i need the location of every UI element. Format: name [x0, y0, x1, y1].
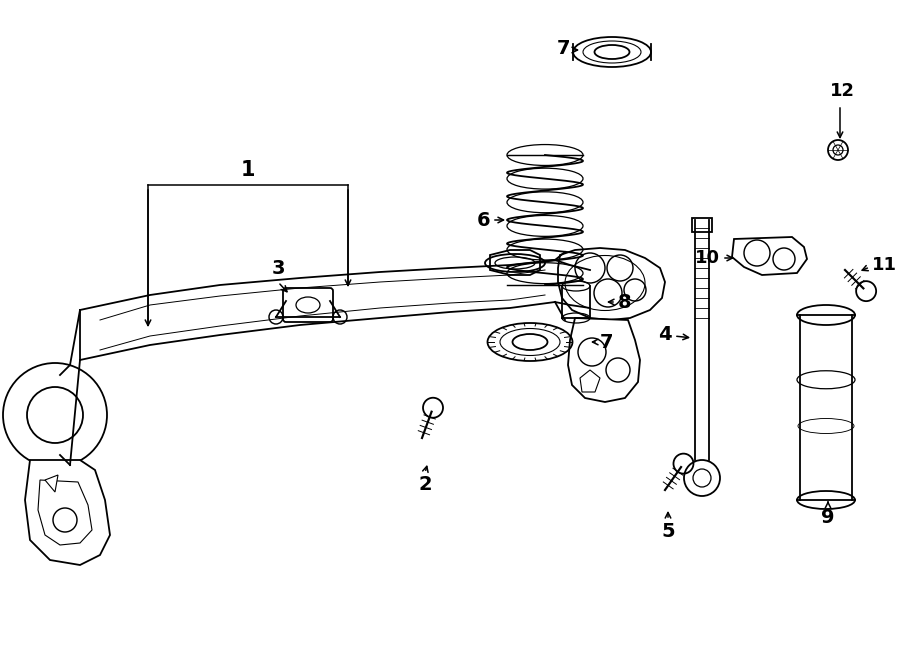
Text: 12: 12 — [830, 82, 854, 100]
Text: 2: 2 — [418, 475, 432, 494]
Text: 9: 9 — [821, 508, 835, 527]
Polygon shape — [490, 250, 540, 275]
Polygon shape — [558, 248, 665, 320]
Text: 5: 5 — [662, 522, 675, 541]
Text: 10: 10 — [695, 249, 720, 267]
Polygon shape — [25, 460, 110, 565]
Polygon shape — [568, 318, 640, 402]
Polygon shape — [732, 237, 807, 275]
Bar — [692, 218, 712, 232]
Text: 1: 1 — [241, 160, 256, 180]
Text: 3: 3 — [271, 259, 284, 278]
Text: 8: 8 — [618, 293, 632, 311]
Text: 7: 7 — [556, 38, 570, 58]
Text: 11: 11 — [872, 256, 897, 274]
Polygon shape — [38, 480, 92, 545]
Text: 7: 7 — [600, 332, 614, 352]
Text: 6: 6 — [476, 210, 490, 229]
Text: 4: 4 — [659, 325, 672, 344]
Polygon shape — [45, 475, 58, 492]
Polygon shape — [580, 370, 600, 392]
